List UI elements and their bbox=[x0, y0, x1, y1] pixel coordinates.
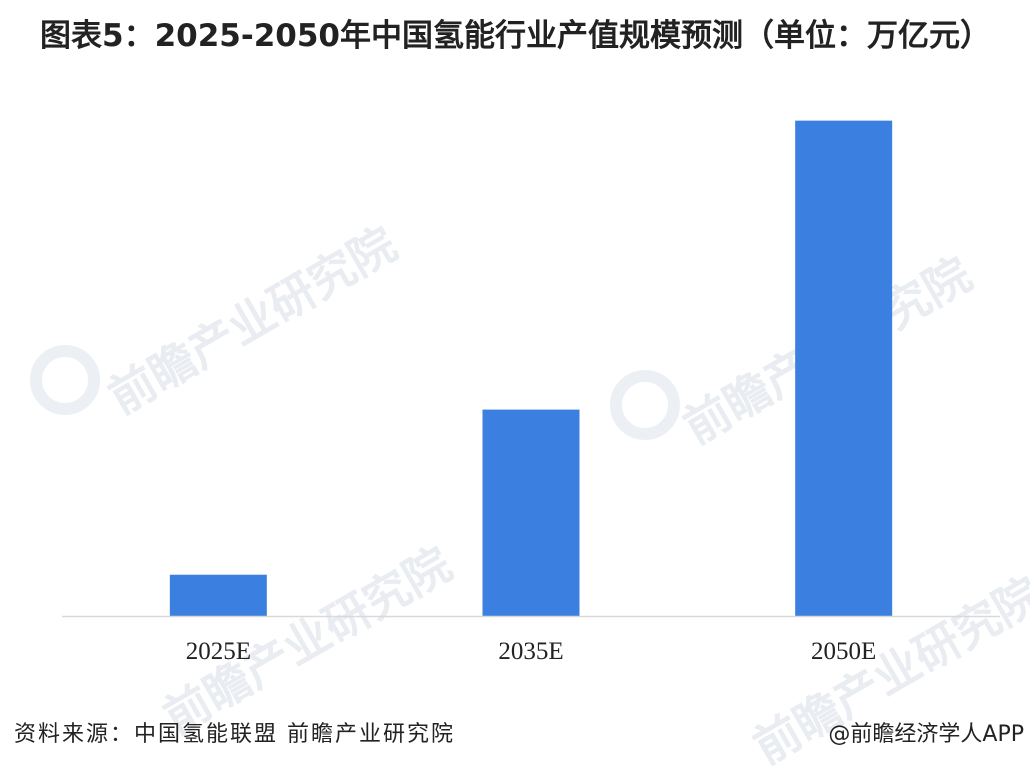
x-tick-label: 2035E bbox=[498, 638, 563, 665]
x-tick-label: 2050E bbox=[811, 638, 876, 665]
bar-2025E bbox=[169, 574, 267, 616]
bar-2035E bbox=[482, 409, 580, 616]
credit-note: @前瞻经济学人APP bbox=[828, 722, 1024, 747]
chart-title: 图表5：2025-2050年中国氢能行业产值规模预测（单位：万亿元） bbox=[40, 18, 991, 54]
x-tick-label: 2025E bbox=[186, 638, 251, 665]
source-note: 资料来源：中国氢能联盟 前瞻产业研究院 bbox=[14, 722, 455, 747]
bar-2050E bbox=[795, 120, 893, 616]
